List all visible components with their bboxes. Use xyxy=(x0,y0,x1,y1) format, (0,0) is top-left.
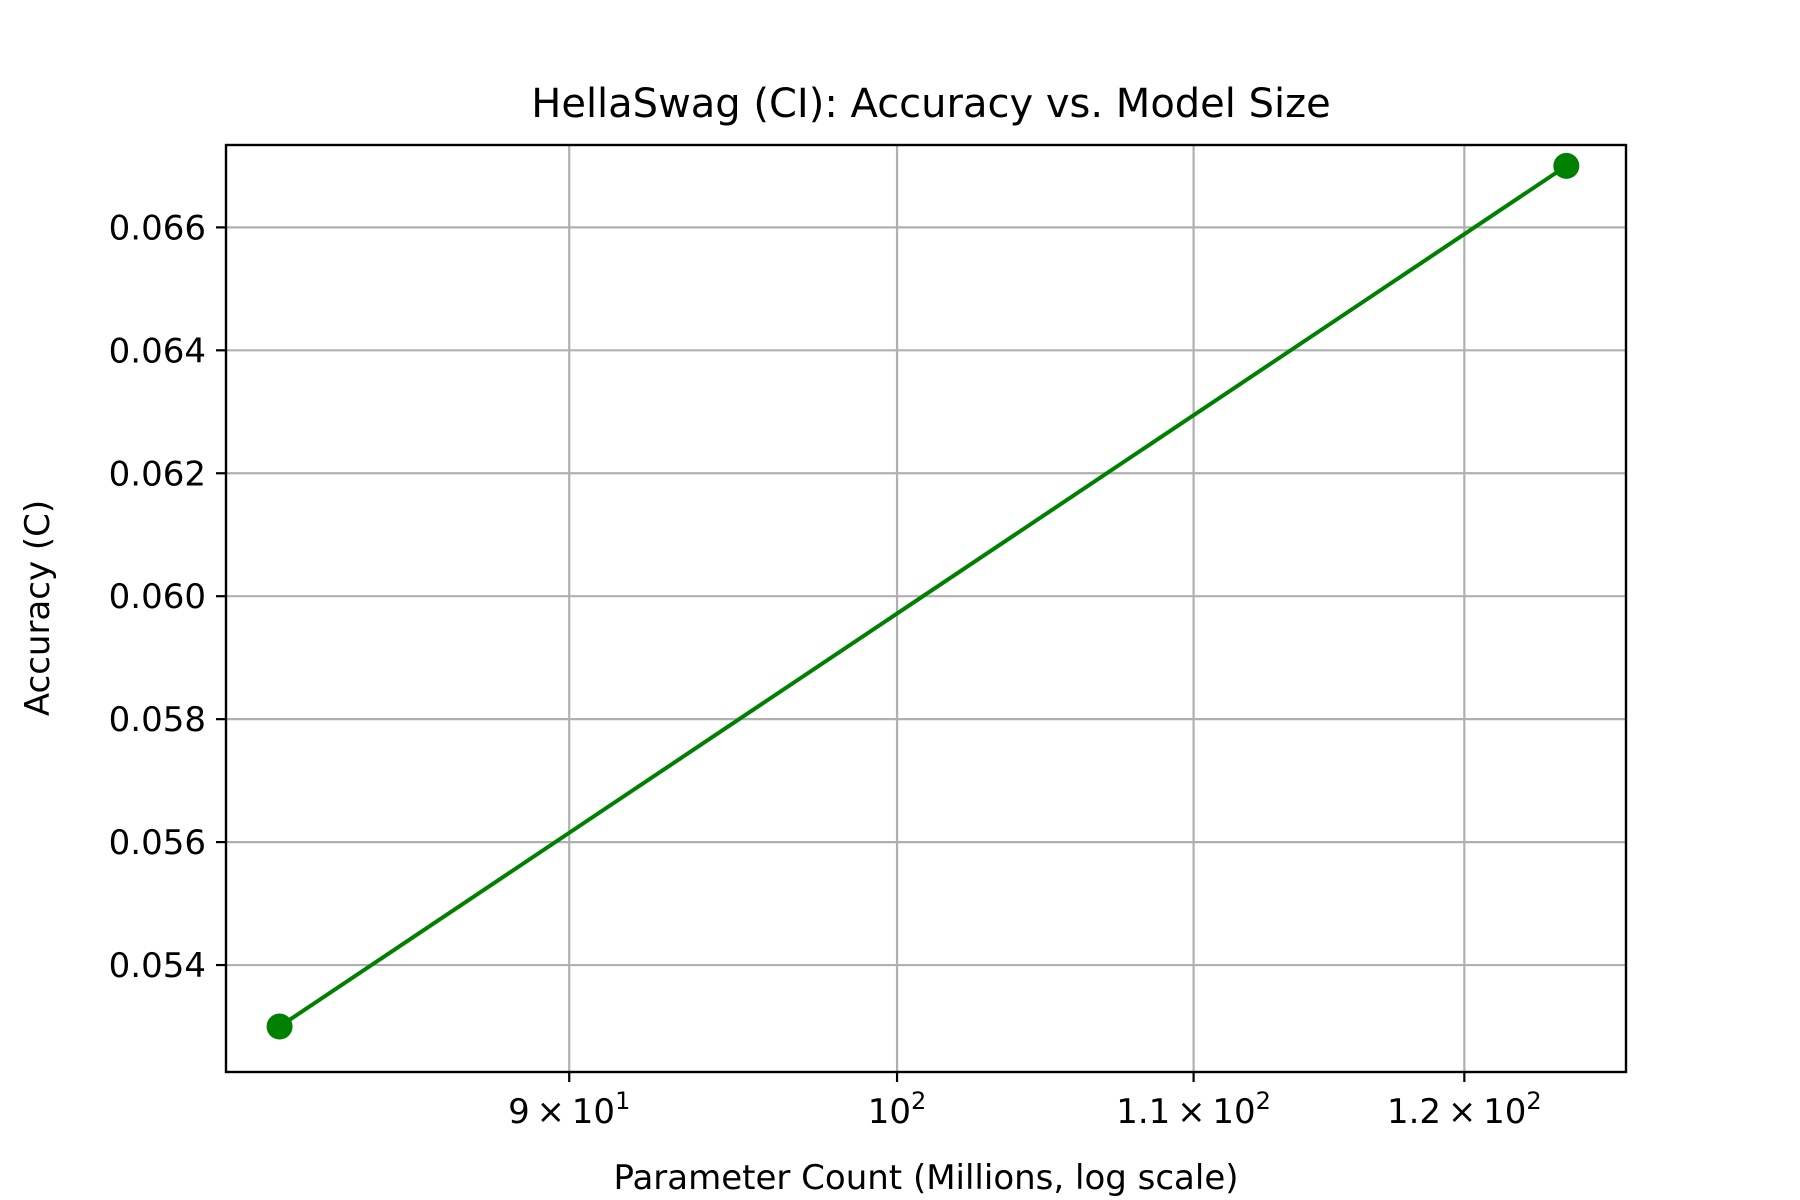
y-tick-label: 0.058 xyxy=(109,700,206,740)
y-tick-label: 0.056 xyxy=(109,823,206,863)
data-point xyxy=(1553,152,1580,179)
series-line xyxy=(278,164,1568,1029)
grid-lines xyxy=(226,145,1626,1072)
x-tick-label: 1.2 × 102 xyxy=(1387,1087,1542,1132)
y-tick-label: 0.066 xyxy=(109,208,206,248)
y-tick-label: 0.060 xyxy=(109,577,206,617)
x-tick-label: 102 xyxy=(868,1087,927,1132)
series-layer xyxy=(266,152,1580,1040)
data-point xyxy=(266,1013,293,1040)
x-axis-label: Parameter Count (Millions, log scale) xyxy=(613,1158,1238,1198)
y-tick-label: 0.064 xyxy=(109,331,206,371)
y-axis-label: Accuracy (C) xyxy=(18,500,58,716)
plot-area-frame xyxy=(224,143,1628,1074)
y-tick-label: 0.054 xyxy=(109,946,206,986)
x-tick-label: 9 × 101 xyxy=(508,1087,630,1132)
axis-ticks: 0.054 0.056 0.058 0.060 0.062 0.064 0.066 9 × 1… xyxy=(109,208,1542,1132)
y-tick-label: 0.062 xyxy=(109,454,206,494)
chart-title: HellaSwag (CI): Accuracy vs. Model Size xyxy=(531,81,1330,127)
x-tick-label: 1.1 × 102 xyxy=(1116,1087,1271,1132)
